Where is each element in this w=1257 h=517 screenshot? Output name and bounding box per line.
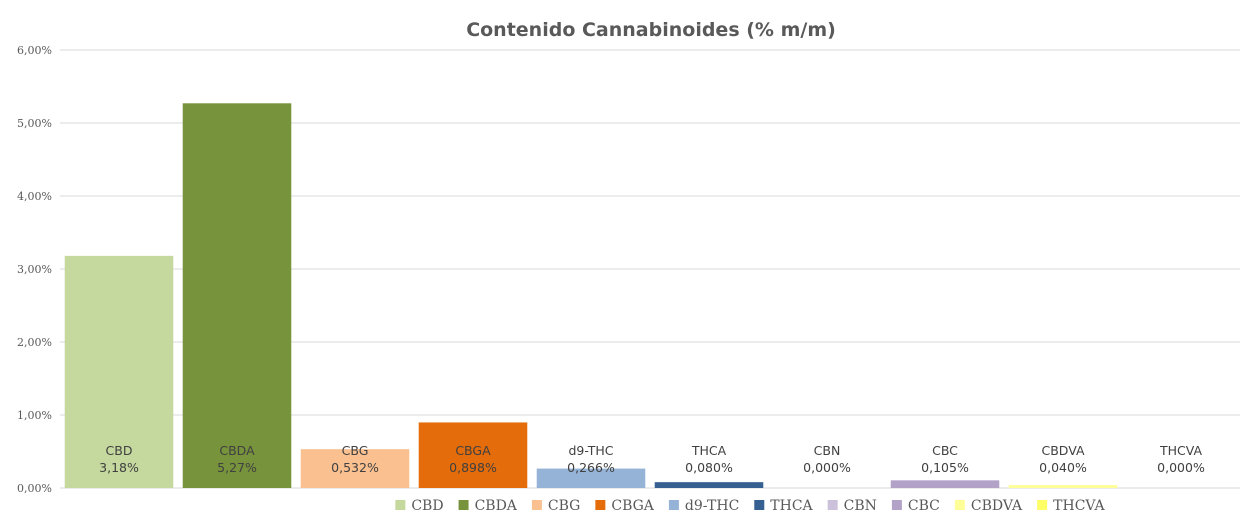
bar-category-label: CBN — [814, 443, 841, 458]
bar-value-label: 0,532% — [331, 460, 379, 475]
legend-label: THCVA — [1053, 498, 1105, 514]
bar-value-label: 0,105% — [921, 460, 969, 475]
legend-label: CBC — [908, 498, 940, 514]
legend-item: CBC — [891, 498, 940, 514]
legend-label: d9-THC — [685, 498, 739, 514]
legend-item: THCA — [754, 498, 814, 514]
legend-label: CBD — [411, 498, 443, 514]
y-tick-label: 4,00% — [17, 190, 52, 203]
legend-label: CBDA — [475, 498, 518, 514]
legend-item: THCVA — [1037, 498, 1106, 514]
chart-title: Contenido Cannabinoides (% m/m) — [466, 19, 836, 41]
legend-item: d9-THC — [668, 498, 739, 514]
bar-category-label: CBGA — [455, 443, 491, 458]
bar-category-label: CBG — [342, 443, 369, 458]
bar-cbc — [890, 480, 1000, 488]
bar-value-label: 5,27% — [217, 460, 257, 475]
y-tick-label: 0,00% — [17, 482, 52, 495]
legend-swatch — [754, 500, 765, 510]
bar-value-label: 0,266% — [567, 460, 615, 475]
bar-d9-thc — [536, 468, 646, 488]
legend-label: CBN — [844, 498, 877, 514]
y-tick-label: 3,00% — [17, 263, 52, 276]
legend-label: CBDVA — [971, 498, 1023, 514]
y-tick-label: 5,00% — [17, 117, 52, 130]
bar-cbg — [300, 449, 410, 488]
legend-item: CBDVA — [954, 498, 1023, 514]
data-labels: CBD 3,18% CBDA 5,27% CBG 0,532% CBGA 0,898% d9-T… — [99, 443, 1205, 475]
y-axis: 0,00% 1,00% 2,00% 3,00% 4,00% 5,00% 6,00% — [17, 44, 52, 495]
bar-category-label: THCA — [691, 443, 727, 458]
y-tick-label: 6,00% — [17, 44, 52, 57]
bar-category-label: CBDA — [219, 443, 255, 458]
legend-swatch — [827, 500, 838, 510]
bar-cbda — [182, 103, 292, 488]
legend: CBD CBDA CBG CBGA d9-THC THCA CBN CBC CBDVA THCVA — [395, 498, 1106, 514]
bar-value-label: 3,18% — [99, 460, 139, 475]
legend-label: THCA — [770, 498, 813, 514]
bar-value-label: 0,000% — [1157, 460, 1205, 475]
bar-value-label: 0,040% — [1039, 460, 1087, 475]
bar-value-label: 0,898% — [449, 460, 497, 475]
legend-swatch — [668, 500, 679, 510]
bar-category-label: CBDVA — [1041, 443, 1084, 458]
bar-cbdva — [1008, 485, 1118, 488]
bar-value-label: 0,080% — [685, 460, 733, 475]
legend-item: CBDA — [458, 498, 518, 514]
bar-category-label: THCVA — [1159, 443, 1203, 458]
legend-swatch — [1037, 500, 1048, 510]
bar-category-label: CBD — [106, 443, 133, 458]
y-tick-label: 2,00% — [17, 336, 52, 349]
legend-swatch — [891, 500, 902, 510]
legend-label: CBG — [548, 498, 580, 514]
legend-item: CBGA — [595, 498, 655, 514]
bar-category-label: CBC — [932, 443, 958, 458]
legend-item: CBN — [827, 498, 877, 514]
legend-swatch — [458, 500, 469, 510]
legend-swatch — [954, 500, 965, 510]
legend-label: CBGA — [611, 498, 654, 514]
bar-thca — [654, 482, 764, 488]
bar-category-label: d9-THC — [568, 443, 613, 458]
bar-value-label: 0,000% — [803, 460, 851, 475]
bar-cbd — [64, 255, 174, 488]
legend-swatch — [395, 500, 406, 510]
legend-swatch — [595, 500, 606, 510]
bars — [64, 103, 1118, 488]
legend-swatch — [531, 500, 542, 510]
y-tick-label: 1,00% — [17, 409, 52, 422]
legend-item: CBD — [395, 498, 444, 514]
legend-item: CBG — [531, 498, 580, 514]
bar-cbga — [418, 422, 528, 488]
